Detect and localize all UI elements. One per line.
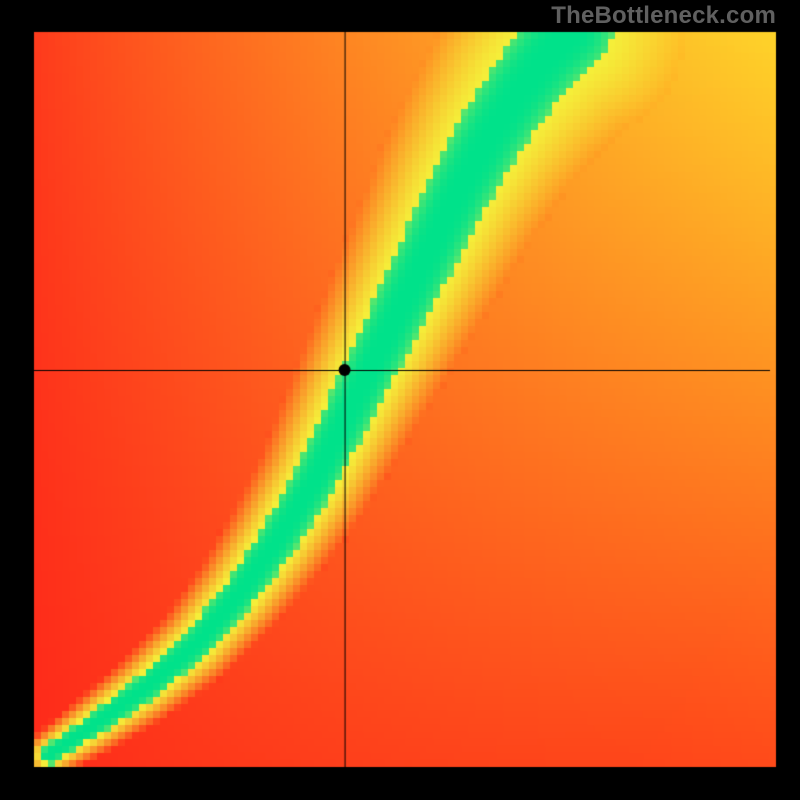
watermark-text: TheBottleneck.com — [551, 2, 776, 30]
chart-container: TheBottleneck.com — [0, 0, 800, 800]
heatmap-canvas — [0, 0, 800, 800]
